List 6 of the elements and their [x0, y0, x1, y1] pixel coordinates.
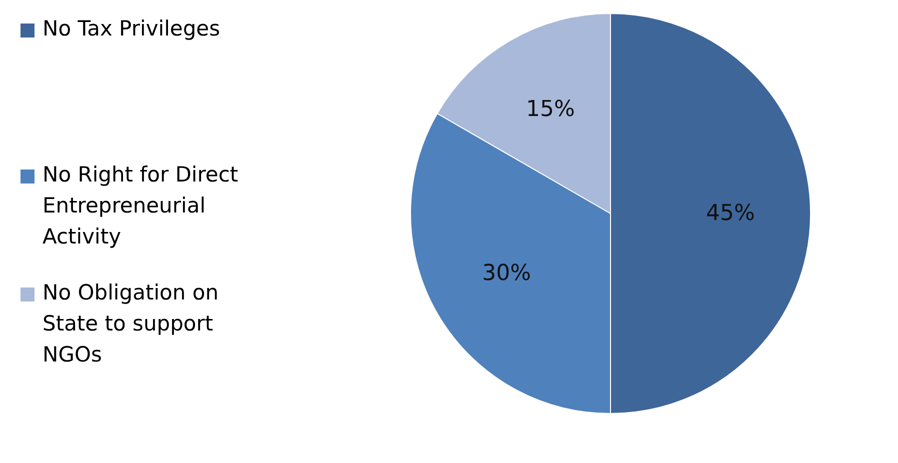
legend-label: No Tax Privileges	[42, 16, 220, 40]
data-label: 15%	[526, 97, 575, 122]
data-label: 30%	[482, 261, 532, 286]
legend-label: No Obligation on State to support NGOs	[42, 280, 219, 366]
data-label: 45%	[706, 201, 755, 226]
legend-label: No Right for Direct Entrepreneurial Activity	[42, 162, 238, 248]
